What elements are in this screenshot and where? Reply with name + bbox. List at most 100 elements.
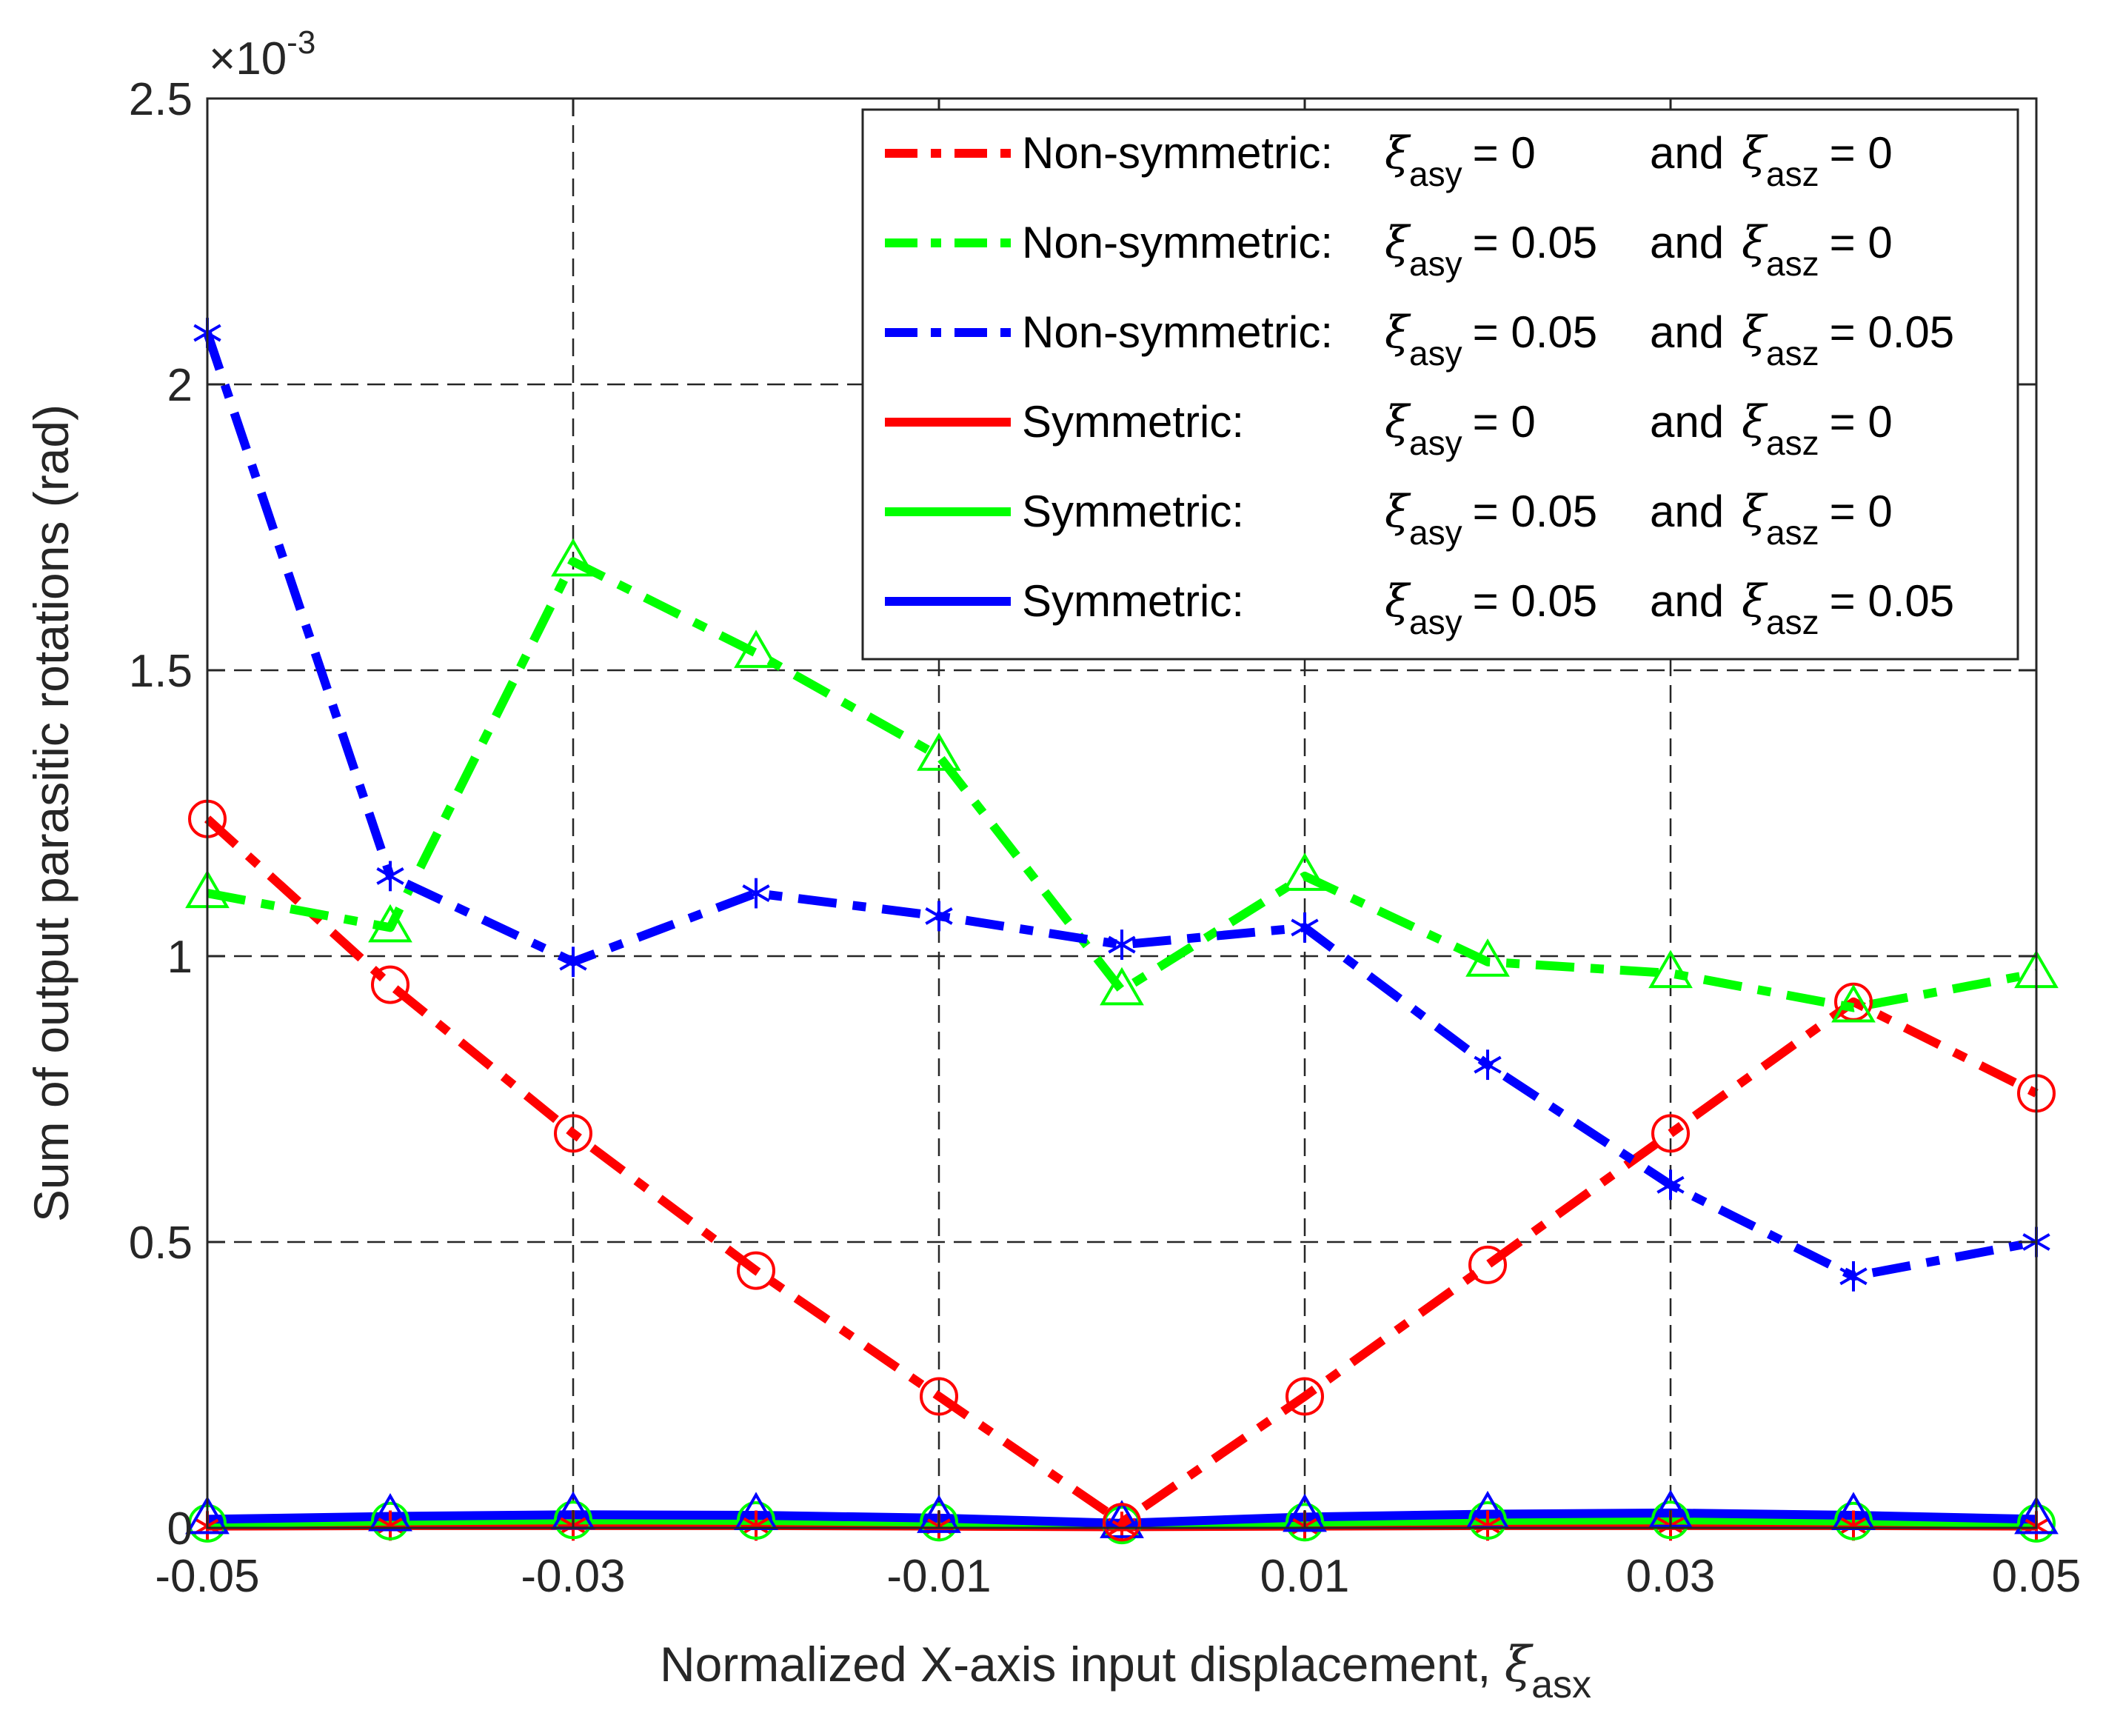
legend-z-value: = 0 — [1830, 218, 1893, 267]
x-tick-label: -0.01 — [886, 1551, 991, 1602]
legend-sub-z: asz — [1766, 155, 1819, 193]
data-point-triangle — [1831, 984, 1876, 1023]
tick-layer: -0.05 -0.03 -0.01 0.01 0.03 0.05 0 0.5 1 1.5 2 2.5 — [129, 74, 2082, 1602]
legend-prefix: Symmetric: — [1022, 487, 1244, 536]
data-point-asterisk — [559, 947, 587, 978]
data-point-circle — [1468, 1500, 1507, 1540]
legend-entry: Symmetric: ξasy = 0.05 and ξasz = 0.05 — [885, 575, 1954, 641]
data-point-asterisk — [1839, 1261, 1868, 1292]
legend-z-term: ξasz = 0 — [1742, 127, 1893, 193]
legend-z-term: ξasz = 0.05 — [1742, 575, 1954, 641]
data-point-triangle — [1648, 949, 1693, 989]
data-point-triangle — [368, 1492, 412, 1532]
legend-prefix: Non-symmetric: — [1022, 218, 1333, 267]
legend-and: and — [1650, 487, 1724, 536]
series-line — [206, 557, 2038, 1012]
data-point-circle — [920, 1503, 958, 1542]
legend-entry: Non-symmetric: ξasy = 0 and ξasz = 0 — [885, 127, 1893, 193]
asterisk-stroke — [1839, 1267, 1868, 1286]
legend-sub-z: asz — [1766, 334, 1819, 373]
data-point-asterisk — [1474, 1049, 1502, 1081]
legend-y-term: ξasy = 0.05 — [1385, 486, 1597, 552]
legend-y-value: = 0 — [1473, 128, 1536, 178]
data-point-triangle — [185, 1495, 230, 1535]
asterisk-stroke — [376, 867, 404, 885]
data-point-asterisk — [742, 1510, 770, 1541]
data-point-triangle — [1465, 938, 1510, 977]
data-point-circle — [554, 1114, 592, 1153]
legend-z-term: ξasz = 0 — [1742, 486, 1893, 552]
x-tick-label: 0.01 — [1260, 1551, 1350, 1602]
data-point-triangle — [917, 1495, 961, 1533]
data-point-circle — [1285, 1377, 1324, 1416]
data-point-circle — [920, 1377, 958, 1416]
asterisk-stroke — [925, 907, 953, 925]
data-point-asterisk — [376, 861, 404, 892]
data-point-triangle — [917, 732, 961, 771]
legend-entry: Non-symmetric: ξasy = 0.05 and ξasz = 0 — [885, 217, 1893, 283]
legend-entries: Non-symmetric: ξasy = 0 and ξasz = 0Non-symme… — [885, 127, 1954, 641]
legend-sub-y: asy — [1409, 513, 1462, 552]
data-point-triangle — [551, 538, 595, 577]
data-point-circle — [1285, 1503, 1324, 1542]
legend-sub-y: asy — [1409, 424, 1462, 462]
asterisk-stroke — [1291, 918, 1319, 937]
y-tick-label: 1.5 — [129, 646, 193, 697]
x-tick-label: -0.05 — [155, 1551, 259, 1602]
y-tick-label: 2 — [167, 360, 193, 411]
data-point-asterisk — [742, 878, 770, 909]
plot-frame — [206, 97, 2038, 1529]
data-point-triangle — [2014, 1495, 2059, 1535]
legend-xi-symbol: ξ — [1742, 486, 1768, 538]
data-point-circle — [554, 1500, 592, 1540]
legend-y-term: ξasy = 0.05 — [1385, 217, 1597, 283]
data-point-triangle — [1100, 967, 1144, 1006]
legend-xi-symbol: ξ — [1742, 307, 1768, 358]
asterisk-stroke — [1108, 935, 1136, 954]
y-tick-label: 1 — [167, 932, 193, 983]
legend-y-value: = 0.05 — [1473, 487, 1598, 536]
legend-xi-symbol: ξ — [1742, 575, 1768, 627]
data-point-circle — [371, 1501, 409, 1540]
asterisk-stroke — [742, 884, 770, 903]
legend-xi-symbol: ξ — [1385, 127, 1411, 179]
y-tick-label: 0.5 — [129, 1218, 193, 1269]
series-line — [203, 331, 2038, 1281]
legend-z-value: = 0 — [1830, 128, 1893, 178]
legend-xi-symbol: ξ — [1742, 127, 1768, 179]
legend-sub-y: asy — [1409, 334, 1462, 373]
legend-z-term: ξasz = 0 — [1742, 217, 1893, 283]
legend-y-value: = 0.05 — [1473, 576, 1598, 626]
data-point-triangle — [1283, 1493, 1327, 1532]
x-axis-label: Normalized X-axis input displacement, ξa… — [660, 1636, 1591, 1706]
asterisk-stroke — [1474, 1516, 1502, 1535]
legend-xi-symbol: ξ — [1385, 575, 1411, 627]
asterisk-stroke — [559, 952, 587, 971]
data-point-circle — [1468, 1245, 1507, 1284]
legend-and: and — [1650, 307, 1724, 357]
legend-xi-symbol: ξ — [1385, 396, 1411, 448]
legend-entry: Symmetric: ξ asy = 0.05 and ξasz = 0 — [885, 486, 1893, 552]
legend-z-value: = 0 — [1830, 487, 1893, 536]
series-line — [204, 815, 2039, 1527]
data-point-triangle — [368, 904, 412, 943]
x-tick-label: -0.03 — [521, 1551, 625, 1602]
data-point-asterisk — [1291, 912, 1319, 943]
legend-sub-z: asz — [1766, 244, 1819, 283]
asterisk-stroke — [742, 1516, 770, 1535]
legend-and: and — [1650, 128, 1724, 178]
legend-sub-y: asy — [1409, 603, 1462, 641]
legend-sub-z: asz — [1766, 603, 1819, 641]
asterisk-stroke — [1108, 1518, 1136, 1536]
legend-z-term: ξasz = 0.05 — [1742, 307, 1954, 373]
legend-sub-z: asz — [1766, 513, 1819, 552]
legend-sub-y: asy — [1409, 244, 1462, 283]
legend-and: and — [1650, 397, 1724, 447]
legend-prefix: Symmetric: — [1022, 576, 1244, 626]
data-point-triangle — [734, 630, 778, 668]
data-point-triangle — [1283, 852, 1327, 891]
legend-prefix: Non-symmetric: — [1022, 128, 1333, 178]
x-tick-label: 0.05 — [1992, 1551, 2082, 1602]
data-point-circle — [1651, 1114, 1690, 1153]
asterisk-stroke — [1656, 1175, 1685, 1194]
